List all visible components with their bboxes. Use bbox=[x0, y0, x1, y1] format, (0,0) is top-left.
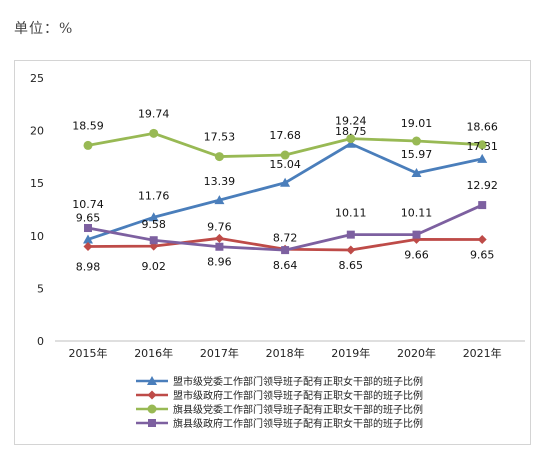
data-point bbox=[83, 234, 93, 244]
data-point bbox=[346, 134, 356, 144]
legend-marker bbox=[148, 419, 156, 427]
data-point bbox=[214, 152, 224, 162]
data-point bbox=[346, 230, 355, 239]
data-point bbox=[477, 140, 487, 150]
data-point bbox=[345, 138, 356, 148]
data-label: 15.04 bbox=[269, 158, 301, 171]
data-label: 18.59 bbox=[72, 119, 104, 132]
data-point bbox=[411, 167, 422, 177]
data-label: 8.98 bbox=[76, 261, 101, 274]
legend-marker bbox=[147, 390, 157, 400]
data-label: 9.76 bbox=[207, 220, 232, 233]
data-label: 17.53 bbox=[204, 131, 236, 144]
data-label: 9.65 bbox=[76, 211, 101, 224]
data-point bbox=[412, 136, 421, 146]
data-point bbox=[149, 128, 159, 138]
data-label: 19.74 bbox=[138, 107, 170, 120]
data-label: 10.11 bbox=[335, 207, 367, 220]
x-tick-label: 2017年 bbox=[200, 346, 239, 360]
data-label: 8.65 bbox=[339, 259, 364, 272]
x-tick-label: 2020年 bbox=[397, 346, 436, 360]
x-tick-label: 2018年 bbox=[266, 346, 305, 360]
data-label: 19.01 bbox=[401, 117, 433, 130]
data-label: 9.65 bbox=[470, 248, 495, 261]
data-point bbox=[280, 150, 290, 160]
data-point bbox=[148, 212, 159, 222]
data-label: 9.02 bbox=[141, 260, 166, 273]
data-point bbox=[478, 201, 487, 210]
data-label: 9.66 bbox=[404, 248, 429, 261]
data-point bbox=[215, 242, 224, 251]
data-point bbox=[477, 153, 488, 163]
data-point bbox=[280, 177, 291, 187]
legend-entry: 旗县级党委工作部门领导班子配有正职女干部的班子比例 bbox=[173, 403, 423, 416]
data-label: 19.24 bbox=[335, 115, 367, 128]
data-point bbox=[477, 234, 487, 244]
data-label: 17.68 bbox=[269, 129, 301, 142]
data-label: 18.66 bbox=[466, 121, 498, 134]
y-tick-label: 15 bbox=[30, 177, 44, 190]
y-tick-label: 20 bbox=[30, 125, 44, 138]
data-point bbox=[83, 242, 93, 252]
unit-label: 单位：% bbox=[14, 21, 74, 37]
data-point bbox=[412, 230, 421, 239]
y-tick-label: 10 bbox=[30, 230, 44, 243]
data-label: 12.92 bbox=[466, 179, 498, 192]
data-label: 8.96 bbox=[207, 256, 232, 269]
data-label: 15.97 bbox=[401, 148, 433, 161]
data-point bbox=[149, 236, 158, 245]
y-tick-label: 0 bbox=[37, 335, 44, 348]
data-point bbox=[83, 140, 93, 150]
legend-marker bbox=[147, 376, 157, 385]
data-point bbox=[84, 224, 92, 233]
data-label: 17.31 bbox=[466, 140, 498, 153]
data-label: 8.64 bbox=[273, 259, 298, 272]
data-label: 11.76 bbox=[138, 189, 170, 202]
data-point bbox=[214, 233, 224, 243]
data-point bbox=[346, 245, 356, 255]
data-label: 18.75 bbox=[335, 125, 367, 138]
x-tick-label: 2021年 bbox=[463, 346, 502, 360]
legend-entry: 盟市级政府工作部门领导班子配有正职女干部的班子比例 bbox=[173, 389, 423, 402]
data-label: 9.58 bbox=[141, 218, 166, 231]
chart-frame bbox=[14, 60, 531, 445]
data-label: 10.11 bbox=[401, 207, 433, 220]
legend-marker bbox=[147, 404, 157, 414]
x-tick-label: 2016年 bbox=[134, 346, 173, 360]
x-tick-label: 2015年 bbox=[69, 346, 108, 360]
legend-entry: 盟市级党委工作部门领导班子配有正职女干部的班子比例 bbox=[173, 375, 423, 388]
data-label: 8.72 bbox=[273, 231, 298, 244]
x-tick-label: 2019年 bbox=[331, 346, 370, 360]
data-point bbox=[281, 246, 290, 255]
data-point bbox=[214, 195, 225, 205]
legend-entry: 旗县级政府工作部门领导班子配有正职女干部的班子比例 bbox=[173, 417, 423, 430]
y-tick-label: 25 bbox=[30, 72, 44, 85]
data-label: 13.39 bbox=[204, 175, 236, 188]
data-label: 10.74 bbox=[72, 198, 104, 211]
y-tick-label: 5 bbox=[37, 282, 44, 295]
